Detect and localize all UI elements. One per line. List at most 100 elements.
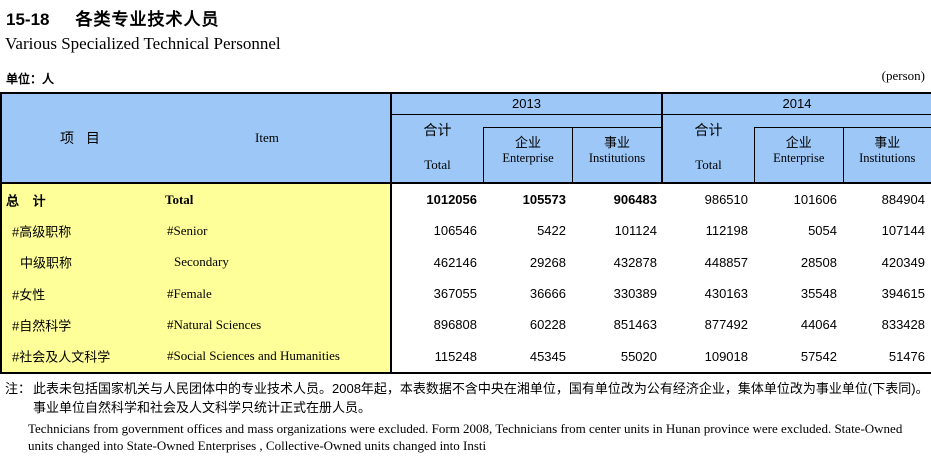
value-2014-institutions: 107144: [881, 223, 925, 239]
value-2013-institutions: 432878: [613, 254, 657, 270]
enterprise-header-english: Enterprise: [502, 151, 554, 165]
subheader-2014: 合计 Total 企业 Enterprise 事业 Institutions: [663, 115, 931, 182]
enterprise-header-english: Enterprise: [773, 151, 825, 165]
table-row-social-sciences: #社会及人文科学 #Social Sciences and Humanities…: [2, 340, 931, 372]
total-header-english: Total: [695, 157, 722, 172]
enterprise-header-chinese: 企业: [514, 135, 541, 150]
enterprise-column-header-2013: 企业 Enterprise: [484, 128, 573, 182]
row-label-chinese: #自然科学: [12, 318, 72, 334]
table-row-female: #女性 #Female 367055 36666 330389 430163 3…: [2, 277, 931, 310]
value-2013-total: 115248: [434, 348, 477, 364]
item-header-english: Item: [255, 130, 279, 145]
table-row-natural-sciences: #自然科学 #Natural Sciences 896808 60228 851…: [2, 309, 931, 341]
unit-label-english: (person): [881, 68, 925, 83]
value-2014-enterprise: 35548: [800, 286, 837, 302]
row-label-english: #Female: [167, 285, 212, 301]
footnote-chinese-lines: 此表未包括国家机关与人民团体中的专业技术人员。2008年起，本表数据不含中央在湘…: [33, 379, 929, 417]
item-header-chinese: 项 目: [60, 130, 104, 146]
value-2014-institutions: 884904: [881, 192, 925, 208]
table-row-secondary: 中级职称 Secondary 462146 29268 432878 44885…: [2, 246, 931, 278]
page-title: 15-18 各类专业技术人员: [6, 5, 219, 30]
value-2013-enterprise: 60228: [529, 317, 566, 333]
value-2013-total: 462146: [433, 254, 477, 270]
value-2014-institutions: 51476: [888, 348, 925, 364]
item-cell: #女性 #Female: [2, 277, 392, 310]
title-english: Various Specialized Technical Personnel: [5, 34, 281, 53]
table-number: 15-18: [6, 10, 50, 29]
value-2014-total: 112198: [705, 223, 748, 239]
value-2013-institutions: 906483: [613, 192, 657, 208]
value-2014-total: 877492: [704, 317, 748, 333]
total-header-chinese: 合计: [694, 122, 723, 138]
item-column-header: 项 目 Item: [2, 94, 392, 182]
table-header: 项 目 Item 2013 合计 Total 企业 Enterprise 事业 …: [2, 94, 931, 184]
footnote-label: 注：: [5, 381, 32, 396]
value-2014-institutions: 394615: [881, 286, 925, 302]
row-label-english: Total: [165, 191, 194, 207]
subheader-2013: 合计 Total 企业 Enterprise 事业 Institutions: [392, 115, 661, 182]
item-cell: #自然科学 #Natural Sciences: [2, 309, 392, 341]
row-label-chinese: #高级职称: [12, 224, 72, 240]
value-2013-total: 896808: [433, 317, 477, 333]
footnote-chinese-line1: 此表未包括国家机关与人民团体中的专业技术人员。2008年起，本表数据不含中央在湘…: [33, 381, 929, 396]
value-2014-total: 109018: [704, 348, 748, 364]
table-row-total: 总 计 Total 1012056 105573 906483 986510 1…: [2, 184, 931, 216]
value-2014-institutions: 833428: [881, 317, 925, 333]
footnote-english-line2: units changed into State-Owned Enterpris…: [28, 438, 487, 453]
value-2014-total: 448857: [704, 254, 748, 270]
institutions-header-english: Institutions: [859, 151, 916, 165]
value-2013-enterprise: 45345: [529, 348, 566, 364]
value-2013-enterprise: 105573: [522, 192, 566, 208]
table-body: 总 计 Total 1012056 105573 906483 986510 1…: [2, 184, 931, 372]
row-label-english: #Social Sciences and Humanities: [167, 348, 340, 364]
value-2013-total: 367055: [433, 286, 477, 302]
total-column-header-2014: 合计 Total: [663, 115, 754, 182]
item-cell: 中级职称 Secondary: [2, 246, 392, 278]
footnote-chinese-line2: 事业单位自然科学和社会及人文科学只统计正式在册人员。: [33, 400, 372, 415]
year-group-2014: 2014 合计 Total 企业 Enterprise 事业 Instituti…: [663, 94, 931, 182]
value-2014-total: 430163: [704, 286, 748, 302]
value-2013-institutions: 330389: [613, 286, 657, 302]
value-2014-enterprise: 44064: [800, 317, 837, 333]
value-2013-enterprise: 5422: [537, 223, 566, 239]
value-2013-enterprise: 36666: [529, 286, 566, 302]
total-header-chinese: 合计: [423, 122, 452, 138]
value-2014-enterprise: 57542: [800, 348, 837, 364]
title-chinese: 各类专业技术人员: [75, 10, 220, 29]
statistics-table: 项 目 Item 2013 合计 Total 企业 Enterprise 事业 …: [0, 92, 931, 374]
row-label-english: Secondary: [174, 254, 229, 270]
item-cell: #高级职称 #Senior: [2, 215, 392, 247]
row-label-english: #Natural Sciences: [167, 316, 262, 332]
value-2013-enterprise: 29268: [529, 254, 566, 270]
row-label-chinese: 总 计: [6, 193, 51, 209]
footnote-chinese: 注： 此表未包括国家机关与人民团体中的专业技术人员。2008年起，本表数据不含中…: [5, 379, 929, 417]
institutions-header-chinese: 事业: [874, 135, 901, 150]
enterprise-institutions-box-2014: 企业 Enterprise 事业 Institutions: [754, 127, 931, 182]
total-header-english: Total: [424, 157, 451, 172]
row-label-chinese: #女性: [12, 287, 46, 303]
footnote-english-line1: Technicians from government offices and …: [28, 421, 903, 436]
year-label-2014: 2014: [663, 94, 931, 115]
institutions-column-header-2013: 事业 Institutions: [573, 128, 661, 182]
institutions-column-header-2014: 事业 Institutions: [844, 128, 931, 182]
enterprise-institutions-box-2013: 企业 Enterprise 事业 Institutions: [483, 127, 661, 182]
item-cell: #社会及人文科学 #Social Sciences and Humanities: [2, 340, 392, 372]
value-2014-enterprise: 28508: [800, 254, 837, 270]
table-row-senior: #高级职称 #Senior 106546 5422 101124 112198 …: [2, 215, 931, 247]
value-2013-institutions: 55020: [620, 348, 657, 364]
enterprise-column-header-2014: 企业 Enterprise: [755, 128, 844, 182]
item-cell: 总 计 Total: [2, 184, 392, 216]
value-2014-enterprise: 101606: [793, 192, 837, 208]
value-2014-enterprise: 5054: [808, 223, 837, 239]
value-2013-total: 1012056: [426, 192, 477, 208]
value-2013-total: 106546: [433, 223, 477, 239]
value-2014-institutions: 420349: [881, 254, 925, 270]
row-label-chinese: 中级职称: [20, 255, 73, 271]
year-label-2013: 2013: [392, 94, 661, 115]
row-label-english: #Senior: [167, 222, 208, 238]
value-2014-total: 986510: [704, 192, 748, 208]
value-2013-institutions: 101124: [614, 223, 657, 239]
footnote-english: Technicians from government offices and …: [28, 420, 902, 454]
row-label-chinese: #社会及人文科学: [12, 349, 111, 365]
value-2013-institutions: 851463: [613, 317, 657, 333]
